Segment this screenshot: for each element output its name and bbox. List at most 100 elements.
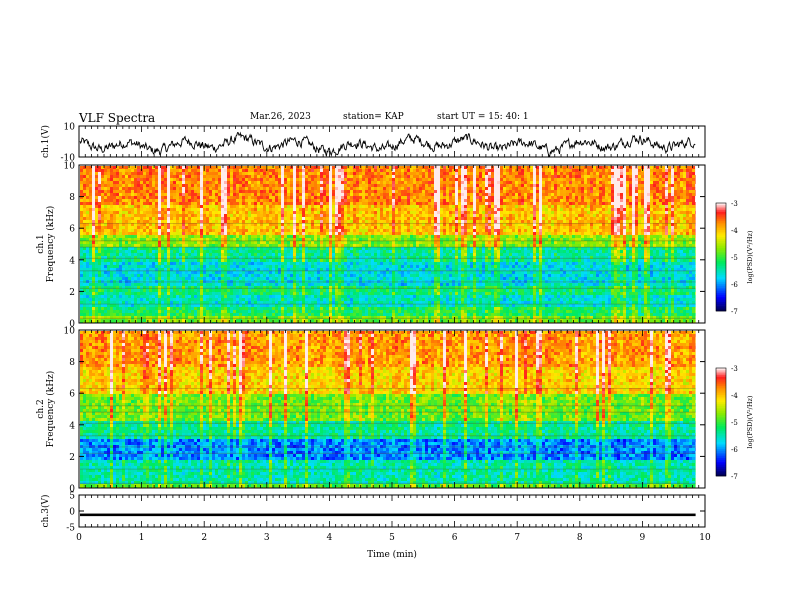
ch1-spectrogram-cell [140, 241, 143, 244]
ch1-spectrogram-cell [176, 220, 179, 223]
ch1-spectrogram-cell [152, 166, 155, 169]
ch1-spectrogram-cell [215, 172, 218, 175]
ch1-spectrogram-cell [191, 229, 194, 232]
ch1-spectrogram-cell [329, 190, 332, 193]
ch1-spectrogram-cell [287, 214, 290, 217]
ch1-spectrogram-cell [329, 307, 332, 310]
ch1-spectrogram-cell [128, 280, 131, 283]
ch1-spectrogram-cell [275, 253, 278, 256]
ch1-spectrogram-cell [227, 217, 230, 220]
ch1-spectrogram-cell [299, 193, 302, 196]
ch1-spectrogram-cell [146, 307, 149, 310]
ch1-spectrogram-cell [149, 205, 152, 208]
ch1-spectrogram-cell [263, 310, 266, 313]
ch1-spectrogram-cell [230, 310, 233, 313]
ch1-spectrogram-cell [242, 289, 245, 292]
ch1-spectrogram-cell [149, 235, 152, 238]
ch1-spectrogram-cell [302, 313, 305, 316]
ch1-spectrogram-cell [176, 181, 179, 184]
ch1-spectrogram-cell [242, 187, 245, 190]
ch1-spectrogram-cell [221, 295, 224, 298]
ch1-spectrogram-cell [299, 166, 302, 169]
ch1-spectrogram-cell [155, 217, 158, 220]
ch1-spectrogram-cell [284, 190, 287, 193]
ch1-spectrogram-cell [314, 226, 317, 229]
ch1-spectrogram-cell [152, 244, 155, 247]
ch1-spectrogram-cell [194, 289, 197, 292]
ch1-spectrogram-cell [329, 199, 332, 202]
ch1-spectrogram-cell [101, 172, 104, 175]
ch1-spectrogram-cell [95, 178, 98, 181]
ch1-spectrogram-cell [308, 241, 311, 244]
ch1-spectrogram-cell [338, 244, 341, 247]
ch1-spectrogram-cell [320, 199, 323, 202]
ch1-spectrogram-cell [143, 211, 146, 214]
ch1-spectrogram-cell [230, 178, 233, 181]
ch1-spectrogram-cell [290, 310, 293, 313]
ch1-spectrogram-cell [206, 319, 209, 322]
ch1-spectrogram-cell [332, 211, 335, 214]
ch1-spectrogram-cell [320, 313, 323, 316]
ch1-spectrogram-cell [332, 178, 335, 181]
ch1-spectrogram-cell [239, 310, 242, 313]
ch1-spectrogram-cell [254, 172, 257, 175]
ch1-spectrogram-cell [326, 313, 329, 316]
ch1-spectrogram-cell [254, 235, 257, 238]
ch1-spectrogram-cell [209, 259, 212, 262]
ch1-spectrogram-cell [239, 175, 242, 178]
ch1-spectrogram-cell [311, 244, 314, 247]
ch1-spectrogram-cell [140, 178, 143, 181]
ch1-spectrogram-cell [335, 178, 338, 181]
ch1-spectrogram-cell [95, 199, 98, 202]
ch1-spectrogram-cell [314, 259, 317, 262]
ch1-spectrogram-cell [269, 250, 272, 253]
ch1-spectrogram-cell [161, 292, 164, 295]
ch1-spectrogram-cell [134, 280, 137, 283]
ch1-spectrogram-cell [308, 196, 311, 199]
ch1-spectrogram-cell [308, 259, 311, 262]
ch1-spectrogram-cell [122, 196, 125, 199]
ch1-spectrogram-cell [95, 193, 98, 196]
ch1-spectrogram-cell [293, 253, 296, 256]
ch1-spectrogram-cell [221, 271, 224, 274]
ch1-spectrogram-cell [218, 199, 221, 202]
ch1-spectrogram-cell [173, 178, 176, 181]
ch1-spectrogram-cell [185, 220, 188, 223]
ch1-spectrogram-cell [83, 169, 86, 172]
ch1-spectrogram-cell [164, 205, 167, 208]
ch1-spectrogram-cell [128, 289, 131, 292]
ch1-spectrogram-cell [245, 190, 248, 193]
ch1-spectrogram-cell [317, 187, 320, 190]
ch1-spectrogram-cell [329, 217, 332, 220]
ch1-spectrogram-cell [350, 187, 353, 190]
ch1-spectrogram-cell [113, 244, 116, 247]
ch1-spectrogram-cell [335, 259, 338, 262]
ch1-spectrogram-cell [110, 208, 113, 211]
ch1-spectrogram-cell [308, 283, 311, 286]
ch1-spectrogram-cell [254, 259, 257, 262]
ch1-spectrogram-cell [140, 301, 143, 304]
ch1-spectrogram-cell [140, 220, 143, 223]
ch1-spectrogram-cell [311, 277, 314, 280]
ch1-spectrogram-cell [104, 187, 107, 190]
ch1-spectrogram-cell [251, 166, 254, 169]
ch1-waveform-ylabel: ch.1(V) [40, 125, 51, 158]
ch1-spectrogram-cell [92, 319, 95, 322]
ch1-spectrogram-cell [284, 295, 287, 298]
ch1-spectrogram-cell [89, 307, 92, 310]
ch1-spectrogram-cell [80, 280, 83, 283]
ch1-spectrogram-cell [251, 232, 254, 235]
ch1-spectrogram-cell [251, 214, 254, 217]
ch1-spectrogram-cell [332, 184, 335, 187]
ch1-spectrogram-cell [314, 214, 317, 217]
ch1-spectrogram-cell [212, 301, 215, 304]
ch1-spectrogram-cell [248, 271, 251, 274]
ch1-spectrogram-cell [248, 217, 251, 220]
ch1-spectrogram-cell [146, 208, 149, 211]
ch1-spectrogram-cell [149, 289, 152, 292]
ch1-spectrogram-cell [305, 250, 308, 253]
ch1-spectrogram-cell [167, 283, 170, 286]
ch1-spectrogram-cell [92, 229, 95, 232]
ch1-spectrogram-cell [212, 175, 215, 178]
ch1-spectrogram-cell [182, 274, 185, 277]
